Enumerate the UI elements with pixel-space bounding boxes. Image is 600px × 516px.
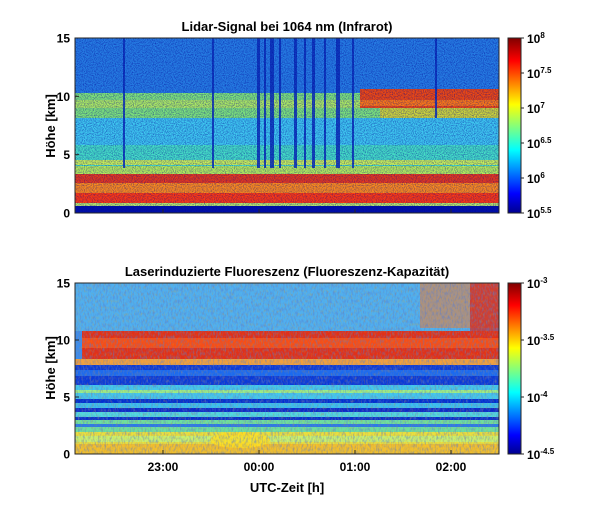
fluorescence-x-tick-label: 01:00 [340,460,371,474]
lidar-y-ticks: 0 5 10 15 [57,32,79,221]
fluorescence-y-ticks: 0 5 10 15 [57,277,79,462]
fluorescence-title: Laserinduzierte Fluoreszenz (Fluoreszenz… [125,264,449,279]
fluorescence-x-tick-label: 02:00 [436,460,467,474]
fluorescence-x-tick-label: 00:00 [244,460,275,474]
lidar-heatmap [75,38,499,213]
lidar-colorbar-ramp [507,37,522,214]
lidar-colorbar-ticks: 108 107.5 107 106.5 106 105.5 [521,31,552,221]
fluorescence-heatmap [75,283,499,454]
fluorescence-y-tick-label: 10 [57,334,71,348]
fluorescence-panel: Laserinduzierte Fluoreszenz (Fluoreszenz… [43,264,555,495]
fluorescence-x-ticks: 23:00 00:00 01:00 02:00 [148,450,467,474]
lidar-colorbar: 108 107.5 107 106.5 106 105.5 [507,31,552,221]
lidar-colorbar-tick-label: 108 [527,31,545,46]
fluorescence-y-tick-label: 15 [57,277,71,291]
fluorescence-colorbar-tick-label: 10-4 [527,390,548,405]
lidar-colorbar-tick-label: 107 [527,101,545,116]
fluorescence-x-tick-label: 23:00 [148,460,179,474]
lidar-y-tick-label: 0 [63,207,70,221]
fluorescence-colorbar-ramp [507,282,522,455]
fluorescence-x-label: UTC-Zeit [h] [250,480,324,495]
fluorescence-colorbar-ticks: 10-3 10-3.5 10-4 10-4.5 [521,276,555,462]
fluorescence-colorbar: 10-3 10-3.5 10-4 10-4.5 [507,276,555,462]
lidar-colorbar-tick-label: 105.5 [527,206,552,221]
fluorescence-axes-frame [74,282,500,455]
lidar-y-tick-label: 15 [57,32,71,46]
lidar-colorbar-tick-label: 106 [527,171,545,186]
lidar-colorbar-tick-label: 107.5 [527,66,552,81]
fluorescence-colorbar-tick-label: 10-3.5 [527,333,555,348]
lidar-x-ticks [162,209,452,213]
lidar-title: Lidar-Signal bei 1064 nm (Infrarot) [182,19,393,34]
fluorescence-y-tick-label: 5 [63,391,70,405]
fluorescence-y-tick-label: 0 [63,448,70,462]
lidar-axes-frame [74,37,500,214]
lidar-y-label: Höhe [km] [43,94,58,158]
fluorescence-colorbar-tick-label: 10-4.5 [527,447,555,462]
fluorescence-colorbar-tick-label: 10-3 [527,276,548,291]
lidar-y-tick-label: 5 [63,148,70,162]
lidar-panel: Lidar-Signal bei 1064 nm (Infrarot) [43,19,552,221]
lidar-noise-texture [75,38,499,213]
lidar-colorbar-tick-label: 106.5 [527,136,552,151]
lidar-y-tick-label: 10 [57,90,71,104]
fluorescence-y-label: Höhe [km] [43,336,58,400]
